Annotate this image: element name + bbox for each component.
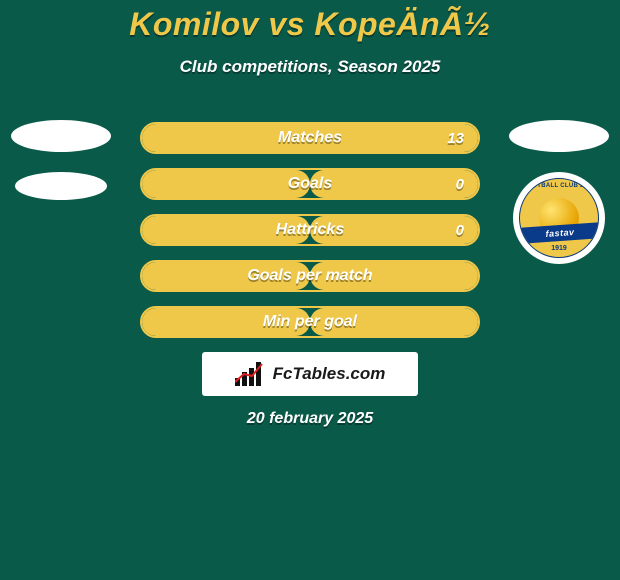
bar-label: Matches: [142, 124, 478, 152]
avatar-placeholder: [509, 120, 609, 152]
stat-bar: Min per goal: [140, 306, 480, 338]
bar-label: Hattricks: [142, 216, 478, 244]
left-player-avatars: [6, 120, 116, 200]
bar-label: Goals per match: [142, 262, 478, 290]
snapshot-date: 20 february 2025: [0, 410, 620, 428]
bar-value: 0: [456, 170, 464, 198]
right-player-avatars: FOOTBALL CLUB ZLIN fastav 1919: [504, 120, 614, 264]
stat-bar: Hattricks0: [140, 214, 480, 246]
badge-year: 1919: [520, 245, 598, 252]
attribution-text: FcTables.com: [273, 364, 386, 384]
avatar-placeholder: [11, 120, 111, 152]
stat-bar: Goals0: [140, 168, 480, 200]
bar-chart-icon: [235, 362, 267, 386]
comparison-card: Komilov vs KopeÄnÃ½ Club competitions, S…: [0, 0, 620, 580]
stat-bar: Matches13: [140, 122, 480, 154]
page-title: Komilov vs KopeÄnÃ½: [0, 0, 620, 43]
stat-bar: Goals per match: [140, 260, 480, 292]
badge-arc-text: FOOTBALL CLUB ZLIN: [520, 183, 598, 189]
bar-label: Min per goal: [142, 308, 478, 336]
club-badge-inner: FOOTBALL CLUB ZLIN fastav 1919: [519, 178, 599, 258]
attribution-box: FcTables.com: [202, 352, 418, 396]
badge-ribbon: fastav: [519, 222, 599, 244]
page-subtitle: Club competitions, Season 2025: [0, 57, 620, 77]
club-badge: FOOTBALL CLUB ZLIN fastav 1919: [513, 172, 605, 264]
bar-value: 13: [447, 124, 464, 152]
club-placeholder: [15, 172, 107, 200]
bar-label: Goals: [142, 170, 478, 198]
stat-bars: Matches13Goals0Hattricks0Goals per match…: [140, 122, 480, 338]
bar-value: 0: [456, 216, 464, 244]
